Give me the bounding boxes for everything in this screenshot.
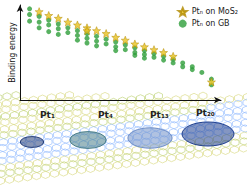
svg-text:Binding energy: Binding energy — [8, 22, 17, 83]
svg-text:Ptₙ on MoS₂: Ptₙ on MoS₂ — [192, 7, 238, 16]
svg-text:Pt₄: Pt₄ — [98, 110, 113, 120]
svg-text:Pt₁₃: Pt₁₃ — [150, 110, 169, 120]
svg-text:Pt₁: Pt₁ — [40, 110, 55, 120]
svg-text:Pt₂₀: Pt₂₀ — [196, 108, 215, 118]
svg-text:Ptₙ on GB: Ptₙ on GB — [192, 19, 230, 28]
